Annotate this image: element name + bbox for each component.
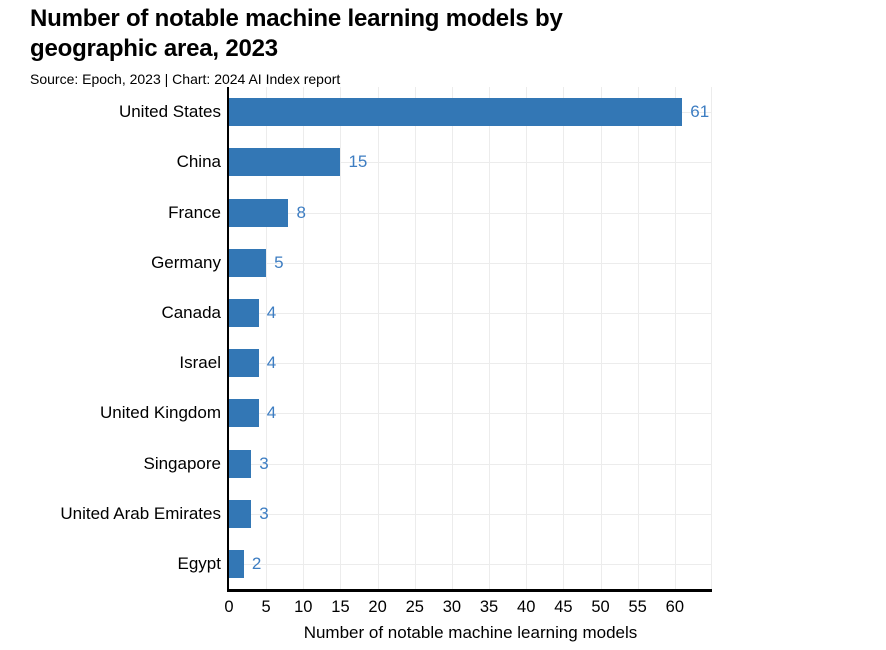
value-label-germany: 5 [274, 252, 284, 272]
vertical-gridline [526, 87, 528, 589]
x-tick-label: 35 [479, 598, 499, 616]
x-tick-label: 60 [665, 598, 685, 616]
vertical-gridline [674, 87, 676, 589]
vertical-gridline [637, 87, 639, 589]
category-label-egypt: Egypt [177, 553, 221, 573]
vertical-gridline [303, 87, 305, 589]
chart-source: Source: Epoch, 2023 | Chart: 2024 AI Ind… [30, 71, 341, 87]
bar-united-arab-emirates [229, 499, 252, 528]
y-axis-line [227, 87, 229, 592]
x-tick-label: 45 [554, 598, 573, 616]
x-tick-label: 30 [442, 598, 462, 616]
horizontal-gridline [229, 463, 712, 465]
bar-united-states [229, 98, 683, 127]
x-tick-label: 20 [368, 598, 387, 616]
value-label-canada: 4 [266, 302, 277, 322]
x-tick-label: 5 [261, 598, 271, 616]
category-label-united-kingdom: United Kingdom [100, 403, 221, 423]
bar-egypt [229, 549, 244, 578]
vertical-gridline [266, 87, 268, 589]
horizontal-gridline [229, 262, 712, 264]
horizontal-gridline [229, 563, 712, 565]
value-label-china: 15 [348, 152, 368, 172]
x-tick-label: 15 [331, 598, 350, 616]
value-label-egypt: 2 [251, 553, 262, 573]
vertical-gridline [451, 87, 453, 589]
value-label-united-kingdom: 4 [266, 403, 277, 423]
x-tick-label: 40 [517, 598, 536, 616]
x-axis-line [227, 589, 712, 592]
x-tick-label: 0 [224, 598, 234, 616]
bar-singapore [229, 449, 252, 478]
value-label-united-arab-emirates: 3 [259, 503, 269, 523]
x-tick-label: 10 [294, 598, 313, 616]
value-label-france: 8 [296, 202, 306, 222]
bar-france [229, 198, 289, 227]
vertical-gridline [377, 87, 379, 589]
value-label-united-states: 61 [690, 102, 710, 122]
vertical-gridline [414, 87, 416, 589]
bar-israel [229, 349, 259, 378]
horizontal-gridline [229, 363, 712, 365]
category-label-united-arab-emirates: United Arab Emirates [60, 503, 221, 523]
chart-title: Number of notable machine learning model… [30, 5, 563, 62]
vertical-gridline [489, 87, 491, 589]
category-label-united-states: United States [118, 102, 221, 122]
bar-united-kingdom [229, 399, 259, 428]
value-label-israel: 4 [266, 353, 277, 373]
horizontal-gridline [229, 513, 712, 515]
x-tick-label: 55 [628, 598, 647, 616]
category-label-france: France [168, 202, 221, 222]
x-tick-label: 25 [405, 598, 424, 616]
bar-canada [229, 298, 259, 327]
value-label-singapore: 3 [259, 453, 269, 473]
horizontal-gridline [229, 162, 712, 164]
category-label-singapore: Singapore [143, 453, 221, 473]
vertical-gridline [600, 87, 602, 589]
vertical-gridline [340, 87, 342, 589]
horizontal-gridline [229, 413, 712, 415]
x-tick-label: 50 [591, 598, 610, 616]
bar-germany [229, 248, 267, 277]
x-axis-title: Number of notable machine learning model… [303, 623, 638, 642]
category-label-israel: Israel [179, 353, 221, 373]
bar-china [229, 148, 341, 177]
category-label-germany: Germany [151, 252, 221, 272]
category-label-china: China [176, 152, 221, 172]
vertical-gridline [563, 87, 565, 589]
horizontal-gridline [229, 212, 712, 214]
category-label-canada: Canada [161, 302, 221, 322]
horizontal-gridline [229, 312, 712, 314]
plot-area: Number of notable machine learning model… [60, 87, 712, 642]
chart-header: Number of notable machine learning model… [30, 4, 680, 88]
plot-right-edge-gridline [711, 87, 712, 589]
